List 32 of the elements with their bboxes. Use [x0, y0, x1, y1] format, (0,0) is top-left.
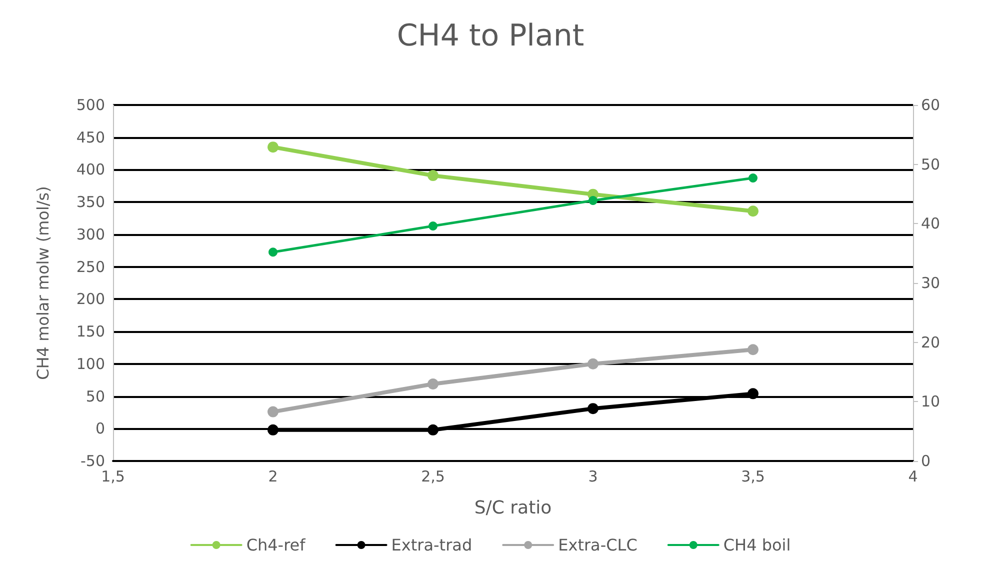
legend-label: Extra-CLC [558, 536, 638, 554]
x-axis-title: S/C ratio [474, 498, 552, 518]
y-tick-label: 300 [76, 225, 105, 244]
y2-tick-label: 50 [921, 155, 940, 174]
x-tick-label: 3 [588, 468, 598, 486]
legend-label: Ch4-ref [246, 536, 306, 554]
y-tick-label: 350 [76, 193, 105, 212]
y-tick-label: -50 [80, 452, 105, 470]
y2-tick-label: 20 [921, 333, 940, 352]
y-axis-title: CH4 molar molw (mol/s) [34, 186, 52, 380]
x-tick-label: 2,5 [421, 468, 445, 486]
y2-tick-label: 30 [921, 274, 940, 292]
x-tick-label: 4 [908, 468, 918, 486]
x-tick-label: 3,5 [741, 468, 765, 486]
x-tick-label: 1,5 [101, 468, 125, 486]
y-tick-label: 400 [76, 160, 105, 179]
y-tick-label: 50 [86, 387, 105, 406]
y-tick-label: 250 [76, 258, 105, 276]
y-tick-label: 500 [76, 96, 105, 114]
y-tick-label: 450 [76, 128, 105, 146]
chart-title: CH4 to Plant [396, 18, 584, 54]
y-tick-label: 150 [76, 322, 105, 341]
x-tick-label: 2 [268, 468, 278, 486]
legend-label: CH4 boil [723, 536, 791, 554]
y-tick-label: 100 [76, 354, 105, 373]
y2-tick-label: 60 [921, 96, 940, 114]
y2-tick-label: 0 [921, 452, 931, 470]
y-tick-label: 200 [76, 290, 105, 308]
y-tick-label: 0 [95, 420, 105, 438]
legend-label: Extra-trad [391, 536, 472, 554]
y2-tick-label: 10 [921, 392, 940, 411]
y2-tick-label: 40 [921, 214, 940, 233]
